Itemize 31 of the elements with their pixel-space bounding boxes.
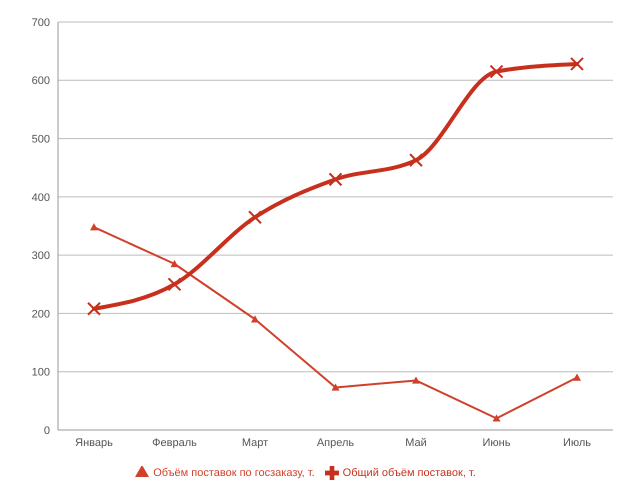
x-tick-label: Июль <box>562 436 592 449</box>
point <box>490 64 504 79</box>
y-tick-label: 500 <box>32 133 50 146</box>
point <box>409 153 423 168</box>
y-tick-label: 700 <box>32 16 50 29</box>
point <box>87 302 101 316</box>
legend-label: Объём поставок по госзаказу, т. <box>153 466 315 479</box>
y-tick-label: 300 <box>32 250 50 262</box>
point <box>168 277 182 292</box>
point <box>248 210 262 224</box>
x-tick-label: Июнь <box>482 436 511 449</box>
y-tick-label: 600 <box>32 75 50 88</box>
x-tick-label: Январь <box>75 436 114 449</box>
y-tick-label: 0 <box>44 424 50 437</box>
legend-label: Общий объём поставок, т. <box>342 466 476 479</box>
x-tick-label: Март <box>242 436 268 449</box>
point <box>332 383 340 391</box>
point <box>328 172 342 186</box>
x-tick-label: Май <box>405 436 427 449</box>
point <box>170 260 178 268</box>
point <box>492 414 500 422</box>
point <box>412 376 420 384</box>
y-tick-label: 200 <box>32 308 50 320</box>
y-tick-label: 400 <box>32 192 50 204</box>
y-tick-label: 100 <box>32 366 50 379</box>
point <box>251 315 259 322</box>
x-tick-label: Февраль <box>152 436 198 449</box>
point <box>570 56 584 71</box>
point <box>573 374 581 381</box>
x-tick-label: Апрель <box>316 436 354 449</box>
point <box>90 223 98 230</box>
